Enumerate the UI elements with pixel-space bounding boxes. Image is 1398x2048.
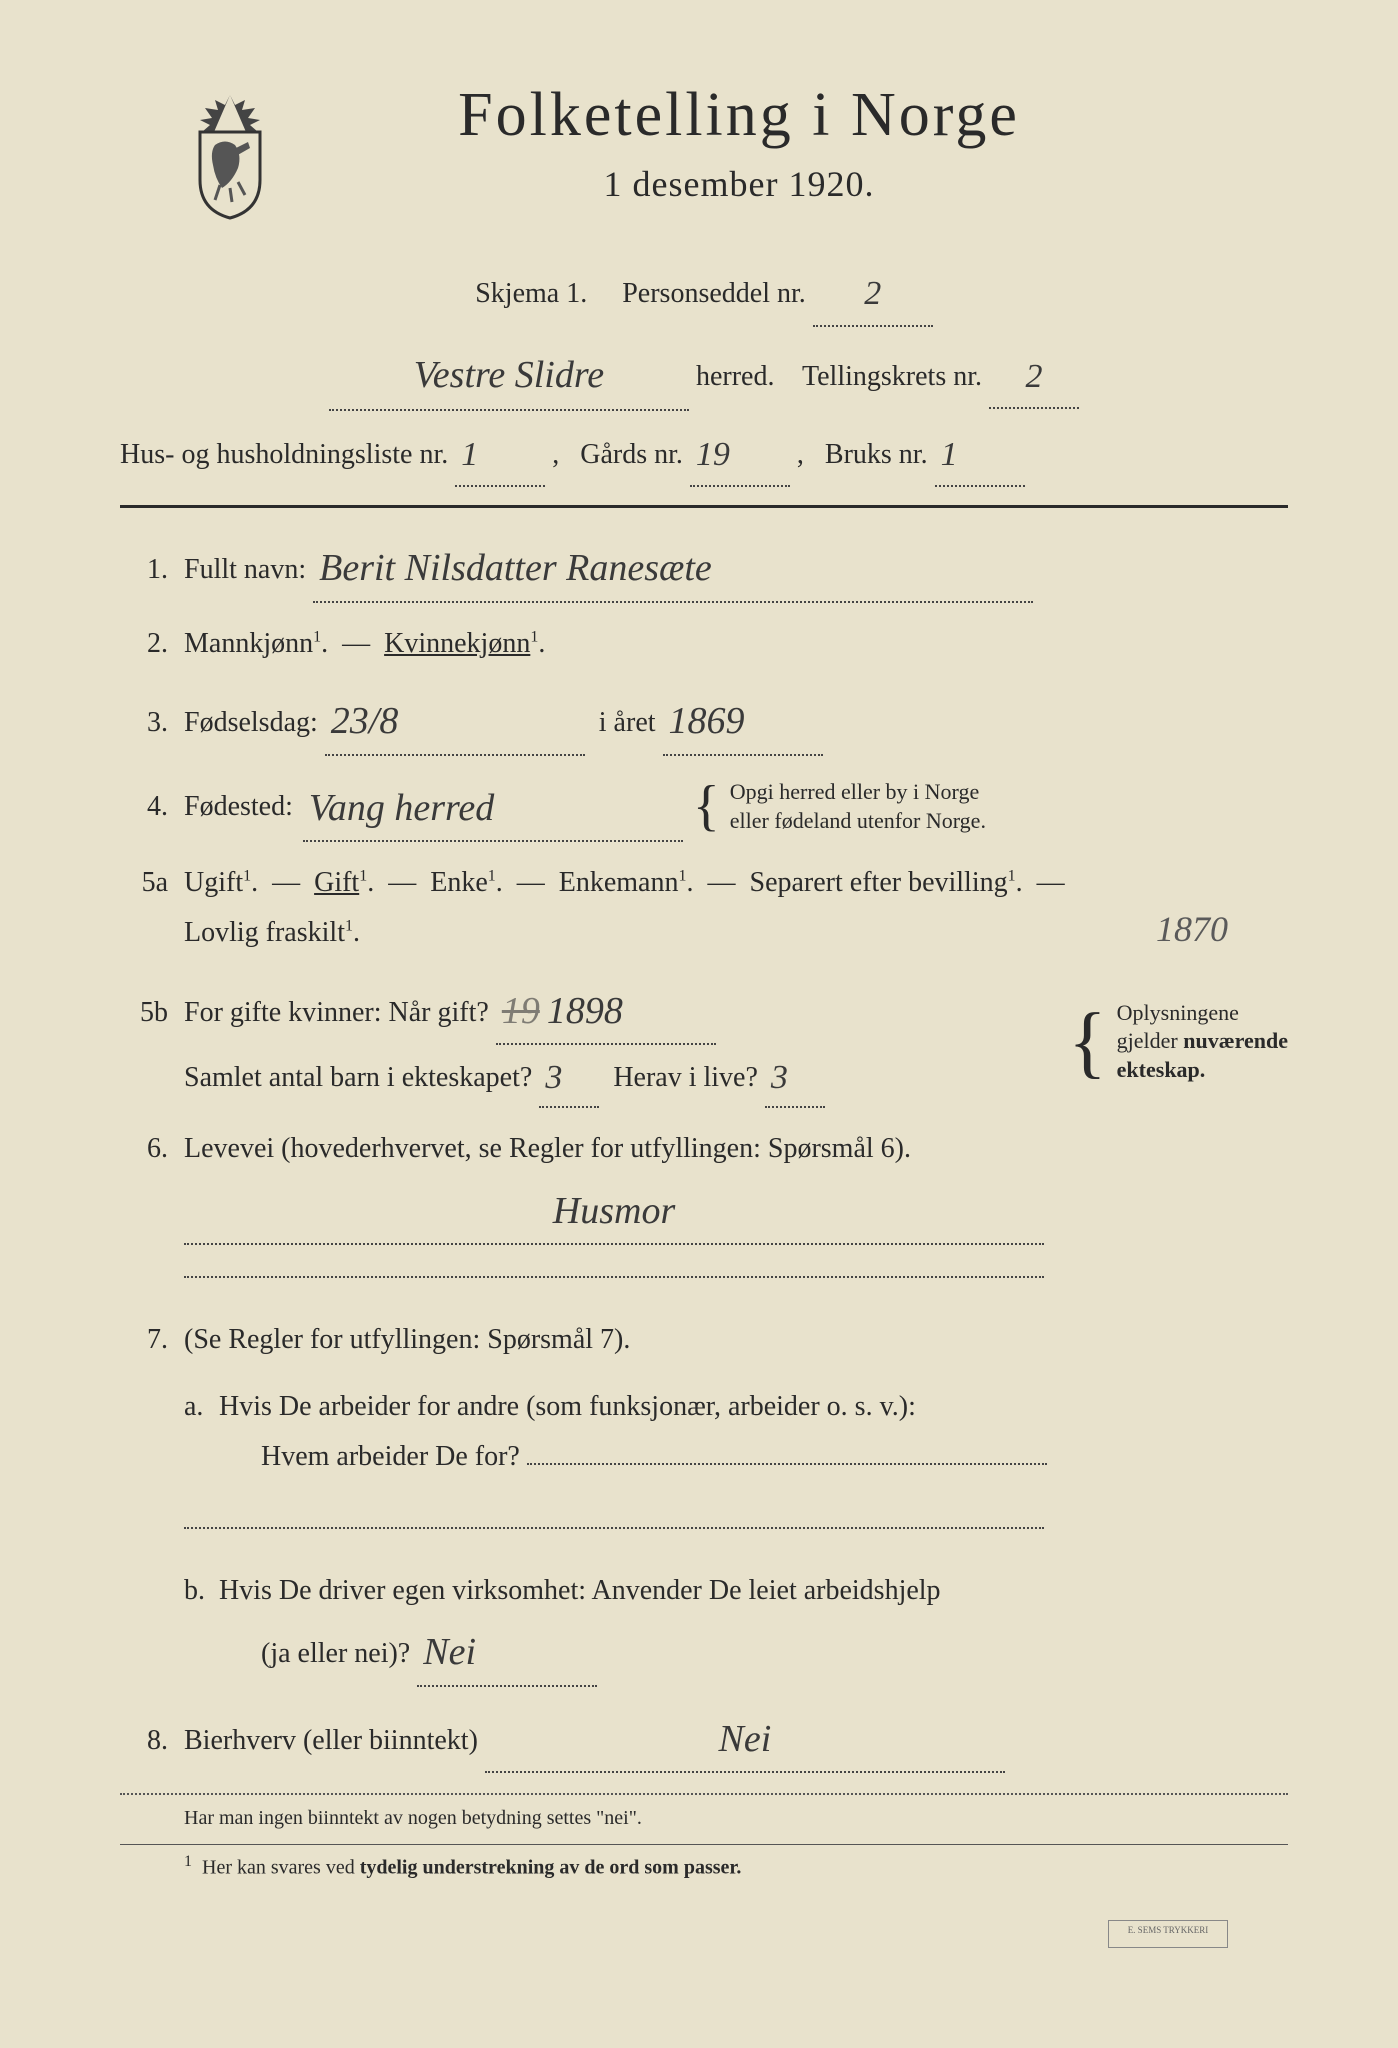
q7a-letter: a. xyxy=(184,1382,212,1432)
herred-line: Vestre Slidre herred. Tellingskrets nr. … xyxy=(120,337,1288,411)
q3-label: Fødselsdag: xyxy=(184,707,318,738)
q2: 2. Mannkjønn1. — Kvinnekjønn1. xyxy=(120,619,1288,669)
brace-icon: { xyxy=(693,787,720,826)
title-block: Folketelling i Norge 1 desember 1920. xyxy=(310,80,1288,205)
q8-value: Nei xyxy=(719,1718,772,1760)
q1-num: 1. xyxy=(120,554,168,586)
herred-label: herred. xyxy=(696,361,775,392)
publisher-mark: E. SEMS TRYKKERI xyxy=(1108,1920,1228,1948)
main-title: Folketelling i Norge xyxy=(310,80,1168,151)
q5b-note: Oplysningene gjelder nuværende ekteskap. xyxy=(1117,999,1288,1085)
q7: 7. (Se Regler for utfyllingen: Spørsmål … xyxy=(120,1315,1288,1686)
q8-num: 8. xyxy=(120,1725,168,1757)
q4-value: Vang herred xyxy=(309,787,494,829)
bruks-label: Bruks nr. xyxy=(825,439,928,470)
q5a-enke: Enke xyxy=(430,867,488,898)
q5b-num: 5b xyxy=(120,997,168,1029)
q5a-ugift: Ugift xyxy=(184,867,243,898)
tellingskrets-value: 2 xyxy=(1026,358,1043,395)
q6: 6. Levevei (hovederhvervet, se Regler fo… xyxy=(120,1124,1288,1295)
personseddel-label: Personseddel nr. xyxy=(622,278,806,309)
q3-num: 3. xyxy=(120,707,168,739)
tellingskrets-label: Tellingskrets nr. xyxy=(802,361,982,392)
q7b-value: Nei xyxy=(423,1631,476,1673)
census-form-page: Folketelling i Norge 1 desember 1920. Sk… xyxy=(120,80,1288,1988)
header: Folketelling i Norge 1 desember 1920. xyxy=(120,80,1288,220)
q5b-label2: Samlet antal barn i ekteskapet? xyxy=(184,1062,532,1093)
q3-year-value: 1869 xyxy=(669,700,745,742)
coat-of-arms-icon xyxy=(180,90,280,220)
herred-value: Vestre Slidre xyxy=(414,354,604,396)
q5a: 5a Ugift1. — Gift1. — Enke1. — Enkemann1… xyxy=(120,858,1288,959)
q7a-line1: Hvis De arbeider for andre (som funksjon… xyxy=(219,1391,916,1422)
q5a-enkemann: Enkemann xyxy=(559,867,679,898)
q5b-struck: 19 xyxy=(502,990,540,1032)
q5b-value3: 3 xyxy=(771,1059,788,1096)
q4-note: Opgi herred eller by i Norge eller fødel… xyxy=(730,778,986,835)
annotation-1870: 1870 xyxy=(1156,908,1228,950)
q2-num: 2. xyxy=(120,628,168,660)
q2-kvinne: Kvinnekjønn xyxy=(384,628,530,659)
q3-year-label: i året xyxy=(599,707,656,738)
q6-value: Husmor xyxy=(553,1190,675,1232)
husliste-line: Hus- og husholdningsliste nr. 1 , Gårds … xyxy=(120,421,1288,488)
q7-label: (Se Regler for utfyllingen: Spørsmål 7). xyxy=(184,1324,630,1355)
q5b-label1: For gifte kvinner: Når gift? xyxy=(184,997,489,1028)
q8: 8. Bierhverv (eller biinntekt) Nei xyxy=(120,1703,1288,1773)
q2-mann: Mannkjønn xyxy=(184,628,313,659)
q5b: 5b For gifte kvinner: Når gift? 19 1898 … xyxy=(120,975,1288,1109)
brace-icon: { xyxy=(1068,1014,1106,1070)
gards-value: 19 xyxy=(696,436,730,473)
q5b-value2: 3 xyxy=(545,1059,562,1096)
q7b-letter: b. xyxy=(184,1566,212,1616)
q6-num: 6. xyxy=(120,1133,168,1165)
q5a-separert: Separert efter bevilling xyxy=(750,867,1008,898)
gards-label: Gårds nr. xyxy=(580,439,683,470)
q7a-line2: Hvem arbeider De for? xyxy=(261,1441,520,1472)
q1-label: Fullt navn: xyxy=(184,554,306,585)
q6-label: Levevei (hovederhvervet, se Regler for u… xyxy=(184,1133,911,1164)
q8-label: Bierhverv (eller biinntekt) xyxy=(184,1725,478,1756)
skjema-label: Skjema 1. xyxy=(475,278,587,309)
bruks-value: 1 xyxy=(941,436,958,473)
skjema-line: Skjema 1. Personseddel nr. 2 xyxy=(120,260,1288,327)
q7b-line1: Hvis De driver egen virksomhet: Anvender… xyxy=(219,1575,941,1606)
q5a-lovlig: Lovlig fraskilt xyxy=(184,917,345,948)
husliste-value: 1 xyxy=(461,436,478,473)
q7b-line2: (ja eller nei)? xyxy=(261,1638,410,1669)
husliste-label: Hus- og husholdningsliste nr. xyxy=(120,439,448,470)
q4: 4. Fødested: Vang herred { Opgi herred e… xyxy=(120,772,1288,842)
divider xyxy=(120,505,1288,508)
q5a-num: 5a xyxy=(120,867,168,899)
q3: 3. Fødselsdag: 23/8 i året 1869 xyxy=(120,685,1288,755)
q4-num: 4. xyxy=(120,791,168,823)
subtitle: 1 desember 1920. xyxy=(310,163,1168,205)
footnote-1: Har man ingen biinntekt av nogen betydni… xyxy=(120,1793,1288,1830)
q5a-gift: Gift xyxy=(314,867,359,898)
q5b-label3: Herav i live? xyxy=(613,1062,758,1093)
q5b-value1: 1898 xyxy=(547,990,623,1032)
q4-label: Fødested: xyxy=(184,782,293,832)
q7-num: 7. xyxy=(120,1324,168,1356)
personseddel-value: 2 xyxy=(864,275,881,312)
footnote-2: 1 Her kan svares ved tydelig understrekn… xyxy=(120,1844,1288,1880)
q1-value: Berit Nilsdatter Ranesæte xyxy=(319,547,712,589)
q3-day-value: 23/8 xyxy=(331,700,399,742)
q1: 1. Fullt navn: Berit Nilsdatter Ranesæte xyxy=(120,532,1288,602)
